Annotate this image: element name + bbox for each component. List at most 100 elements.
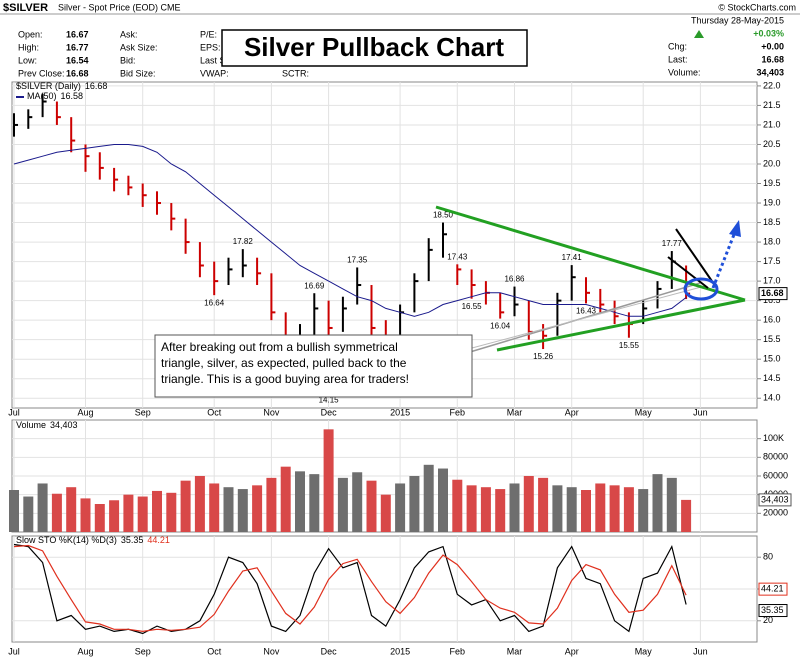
- triangle-top: [435, 205, 746, 302]
- high-label: 16.69: [304, 281, 325, 290]
- volume-bar: [280, 466, 291, 532]
- flag-line: [675, 228, 717, 288]
- x-tick-label: Apr: [565, 646, 579, 656]
- annotation-text: triangle. This is a good buying area for…: [161, 372, 409, 386]
- y-tick-label: 17.0: [763, 275, 781, 285]
- x-tick-label: Feb: [450, 646, 466, 656]
- legend-value: 35.35: [121, 535, 144, 545]
- description: Silver - Spot Price (EOD) CME: [58, 2, 181, 12]
- legend-value: 44.21: [147, 535, 170, 545]
- volume-bar: [237, 489, 248, 532]
- projection-arrow: [711, 231, 737, 289]
- volume-bar: [166, 492, 177, 532]
- high-label: 17.41: [562, 253, 583, 262]
- ma-line: [13, 144, 687, 317]
- y-tick-label: 80: [763, 552, 773, 562]
- legend-name: $SILVER (Daily): [16, 81, 81, 91]
- volume-bar: [366, 480, 377, 532]
- field-label: Ask:: [120, 29, 138, 39]
- volume-bar: [423, 464, 434, 532]
- x-tick-label: Mar: [507, 407, 523, 417]
- legend-value: 34,403: [50, 420, 78, 430]
- volume-bar: [252, 485, 263, 532]
- high-label: 17.82: [233, 237, 254, 246]
- quote-value: 16.77: [66, 42, 89, 52]
- high-label: 17.35: [347, 256, 368, 265]
- x-tick-label: Apr: [565, 407, 579, 417]
- x-tick-label: 2015: [390, 407, 410, 417]
- price-tag-label: 16.68: [761, 288, 784, 298]
- volume-bar: [581, 490, 591, 532]
- y-tick-label: 20000: [763, 508, 788, 518]
- y-tick-label: 20: [763, 615, 773, 625]
- quote-label: Chg:: [668, 41, 687, 51]
- legend: $SILVER (Daily) 16.68: [16, 81, 107, 91]
- volume-bar: [223, 487, 234, 532]
- field-label: Bid:: [120, 55, 136, 65]
- volume-bar: [509, 483, 520, 532]
- stoch-tag-label: 44.21: [761, 584, 784, 594]
- copyright: © StockCharts.com: [718, 2, 796, 12]
- low-label: 15.26: [533, 352, 554, 361]
- quote-value: 16.68: [66, 68, 89, 78]
- low-label: 16.64: [204, 298, 225, 307]
- field-label: Bid Size:: [120, 68, 156, 78]
- quote-value: 16.54: [66, 55, 89, 65]
- volume-bar: [666, 477, 677, 532]
- quote-value: 16.68: [761, 54, 784, 64]
- legend-name: Slow STO %K(14) %D(3): [16, 535, 117, 545]
- symbol: $SILVER: [3, 2, 48, 14]
- support-line: [471, 285, 706, 349]
- field-label: Ask Size:: [120, 42, 158, 52]
- x-tick-label: Aug: [77, 646, 93, 656]
- low-label: 16.55: [462, 302, 483, 311]
- stoch-tag: [758, 604, 788, 618]
- y-tick-label: 14.0: [763, 393, 781, 403]
- legend-value: 16.58: [61, 91, 84, 101]
- volume-bar: [123, 494, 134, 532]
- volume-bar: [94, 504, 105, 532]
- up-arrow: [694, 30, 704, 38]
- x-tick-label: Jul: [8, 407, 20, 417]
- legend-name: Volume: [16, 420, 46, 430]
- y-tick-label: 60000: [763, 470, 788, 480]
- low-label: 16.04: [490, 322, 511, 331]
- y-tick-label: 19.5: [763, 178, 781, 188]
- volume-bar: [152, 490, 162, 532]
- y-tick-label: 15.5: [763, 334, 781, 344]
- low-label: 14.15: [319, 395, 340, 404]
- y-tick-label: 17.5: [763, 256, 781, 266]
- volume-bar: [480, 487, 491, 532]
- x-tick-label: Jul: [8, 646, 20, 656]
- volume-bar: [395, 483, 406, 532]
- field-label: VWAP:: [200, 68, 229, 78]
- legend: MA(50) 16.58: [27, 91, 83, 101]
- volume-bar: [638, 489, 649, 532]
- high-label: 17.43: [447, 252, 468, 261]
- y-tick-label: 21.5: [763, 100, 781, 110]
- x-tick-label: Sep: [135, 646, 151, 656]
- pattern: [435, 205, 746, 353]
- x-tick-label: Mar: [507, 646, 523, 656]
- stoch-tag-label: 35.35: [761, 605, 784, 615]
- chart-title: Silver Pullback Chart: [244, 32, 504, 62]
- y-tick-label: 19.0: [763, 197, 781, 207]
- volume-bar: [609, 485, 620, 532]
- quote-value: 34,403: [756, 67, 784, 77]
- stoch-tag: [758, 582, 788, 596]
- x-tick-label: May: [635, 646, 653, 656]
- volume-bar: [409, 476, 420, 532]
- y-tick-label: 21.0: [763, 119, 781, 129]
- field-label: Last Sale:: [200, 55, 240, 65]
- quote-label: Prev Close:: [18, 68, 65, 78]
- volume-bar: [438, 468, 448, 532]
- quote-label: Low:: [18, 55, 37, 65]
- volume-bar: [595, 483, 606, 532]
- annotation-text: triangle, silver, as expected, pulled ba…: [161, 356, 407, 370]
- x-tick-label: Nov: [263, 407, 280, 417]
- quote-label: Volume:: [668, 67, 701, 77]
- y-tick-label: 18.5: [763, 217, 781, 227]
- x-tick-label: Nov: [263, 646, 280, 656]
